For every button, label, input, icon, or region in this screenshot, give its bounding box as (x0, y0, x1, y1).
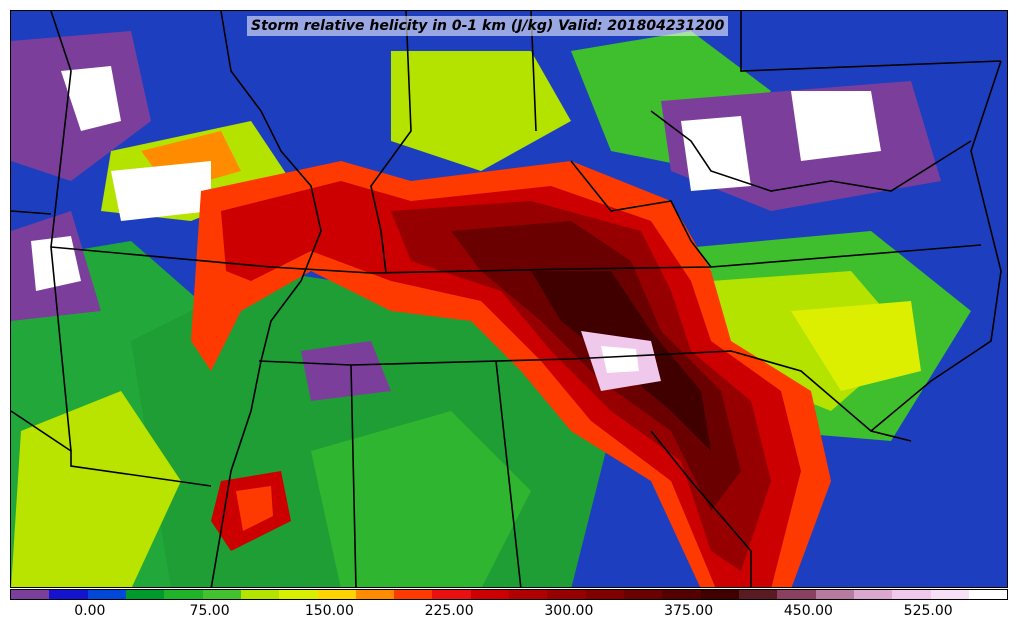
colorbar-segment (87, 590, 126, 599)
colorbar-tick-label: 450.00 (783, 603, 833, 619)
colorbar-segment (700, 590, 739, 599)
colorbar-tick-label: 0.00 (74, 603, 106, 619)
colorbar-tick-label: 300.00 (544, 603, 594, 619)
map-title: Storm relative helicity in 0-1 km (J/kg)… (247, 16, 729, 36)
colorbar-segment (164, 590, 203, 599)
colorbar-segment (968, 590, 1008, 599)
colorbar-tick-label: 375.00 (664, 603, 714, 619)
colorbar-segment (11, 590, 50, 599)
colorbar-segment (815, 590, 854, 599)
colorbar-segment (624, 590, 663, 599)
colorbar-segment (547, 590, 586, 599)
colorbar-tick-labels: 0.00 75.00 150.00 225.00 300.00 375.00 450.00 5… (10, 603, 1008, 623)
colorbar-segment (202, 590, 241, 599)
colorbar (10, 589, 1008, 600)
colorbar-segment (125, 590, 165, 599)
colorbar-segment (738, 590, 778, 599)
colorbar-segment (930, 590, 969, 599)
helicity-map (10, 10, 1008, 588)
colorbar-segment (509, 590, 548, 599)
colorbar-tick-label: 150.00 (304, 603, 354, 619)
colorbar-segment (662, 590, 701, 599)
colorbar-segment (49, 590, 88, 599)
colorbar-tick-label: 525.00 (903, 603, 953, 619)
colorbar-segment (777, 590, 816, 599)
colorbar-segment (394, 590, 433, 599)
colorbar-segment (470, 590, 510, 599)
colorbar-segment (853, 590, 893, 599)
colorbar-tick-label: 75.00 (189, 603, 230, 619)
colorbar-segment (432, 590, 471, 599)
colorbar-segment (892, 590, 931, 599)
colorbar-tick-label: 225.00 (424, 603, 474, 619)
colorbar-segment (240, 590, 280, 599)
colorbar-segment (585, 590, 624, 599)
colorbar-segment (317, 590, 356, 599)
colorbar-segment (355, 590, 395, 599)
colorbar-segment (279, 590, 318, 599)
